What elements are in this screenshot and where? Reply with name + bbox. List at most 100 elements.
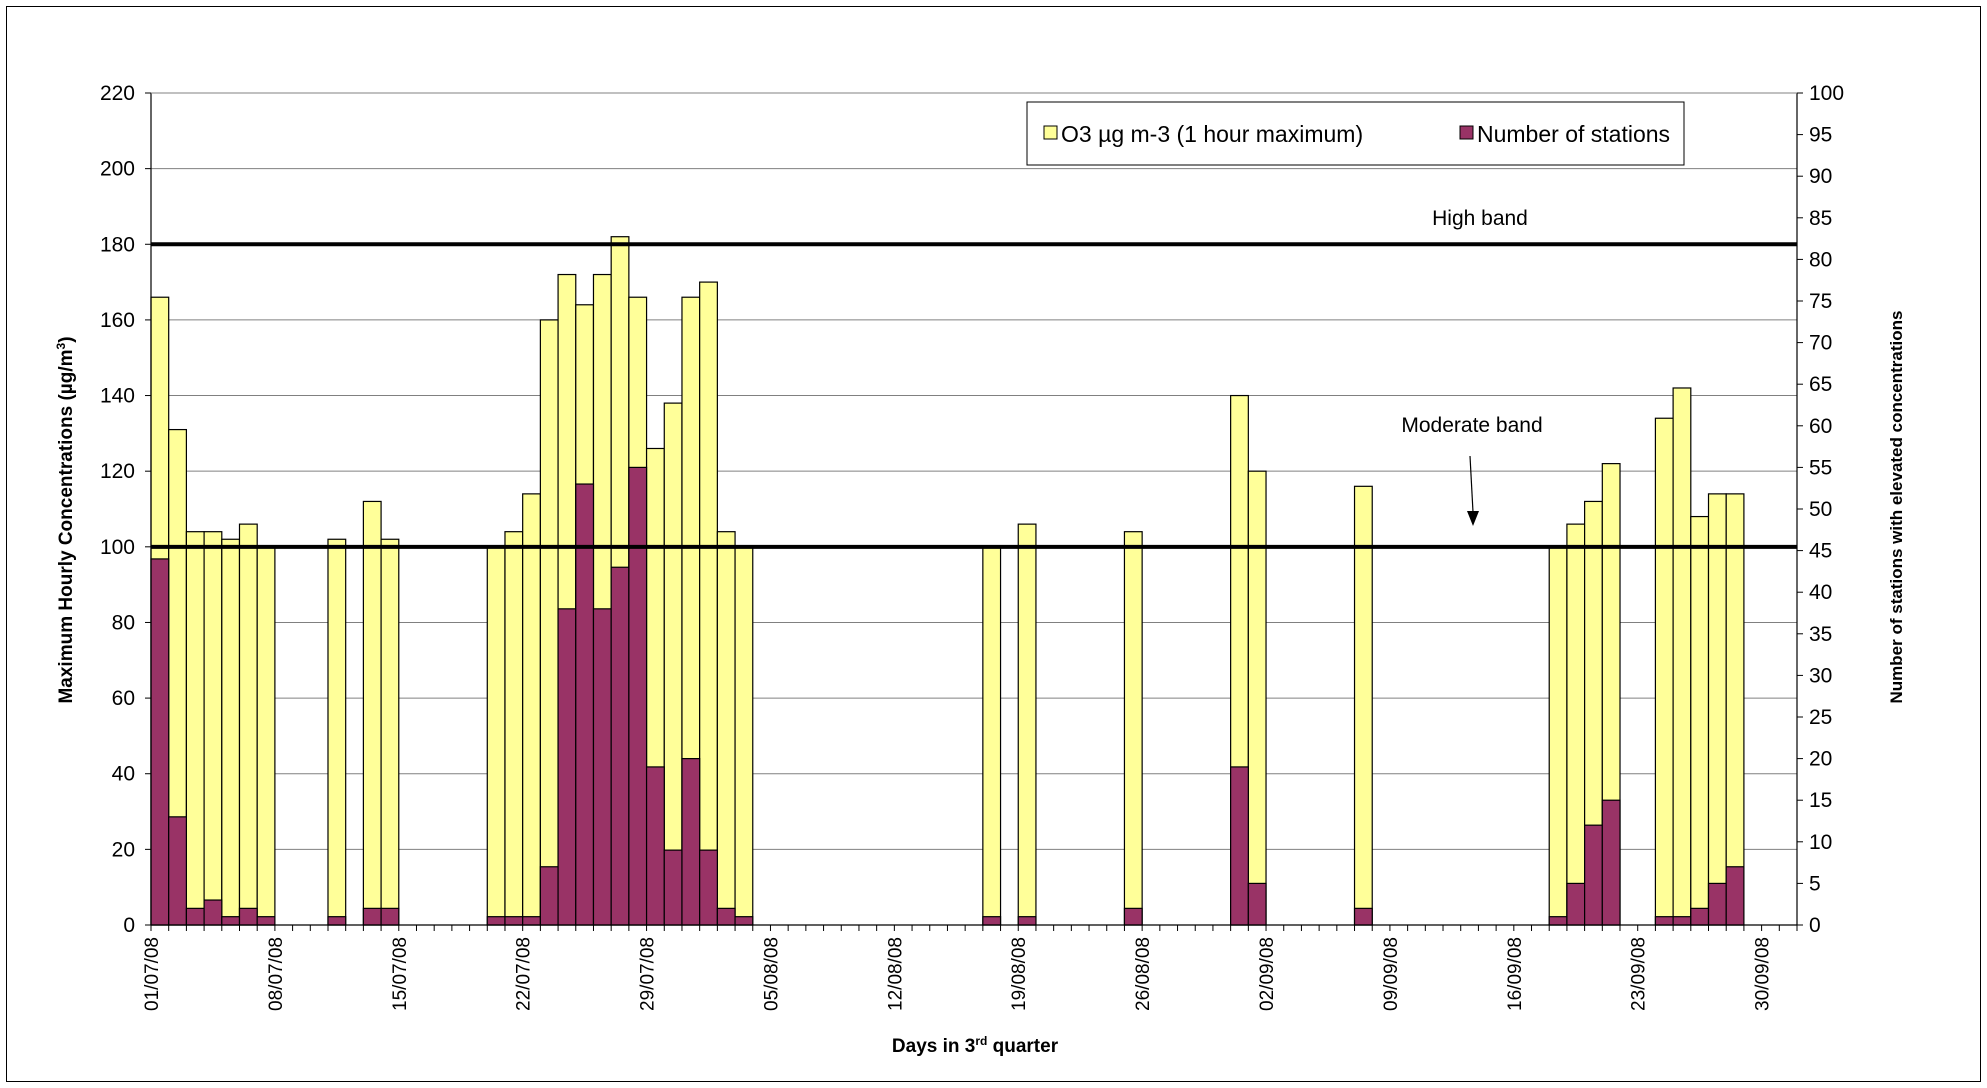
station-bar [1584, 824, 1603, 926]
station-bar [1707, 882, 1727, 926]
y-tick-label: 220 [100, 82, 135, 105]
station-bar [1123, 907, 1143, 926]
o3-bar [1566, 523, 1586, 926]
y-axis-title: Maximum Hourly Concentrations (µg/m3) [54, 336, 77, 703]
y2-tick-label: 50 [1809, 498, 1832, 521]
y-tick-label: 120 [100, 460, 135, 483]
station-bar [575, 483, 595, 926]
moderate-band-arrow [1467, 455, 1479, 526]
y2-tick-label: 85 [1809, 207, 1832, 230]
station-bar [168, 816, 187, 926]
legend-swatch-stations [1459, 125, 1474, 140]
o3-bar [734, 546, 754, 926]
station-bars [150, 466, 1745, 926]
reference-lines [151, 242, 1797, 549]
y2-tick-label: 100 [1809, 82, 1844, 105]
o3-bar [504, 531, 524, 926]
station-bar [1353, 907, 1373, 926]
o3-bar [1247, 470, 1267, 926]
x-tick-label: 08/07/08 [266, 937, 287, 1011]
station-bar [327, 916, 347, 926]
o3-bars [150, 236, 1745, 926]
o3-bar [362, 500, 382, 926]
o3-bar [982, 546, 1002, 926]
o3-bar [256, 546, 276, 926]
station-bar [592, 608, 612, 926]
x-axis-title: Days in 3rd quarter [892, 1034, 1059, 1057]
o3-bar [185, 531, 205, 926]
station-bar [1690, 907, 1710, 926]
station-bar [1230, 766, 1249, 926]
x-tick-label: 30/09/08 [1753, 937, 1774, 1011]
o3-bar [522, 493, 541, 926]
y2-tick-label: 0 [1809, 914, 1821, 937]
o3-bar [716, 531, 736, 926]
x-tick-label: 02/09/08 [1257, 937, 1278, 1011]
y-tick-label: 100 [100, 536, 135, 559]
legend-swatch-o3 [1043, 125, 1058, 140]
y2-tick-label: 95 [1809, 124, 1832, 147]
y2-tick-label: 45 [1809, 540, 1832, 563]
y-tick-label: 40 [112, 763, 135, 786]
station-bar [699, 849, 718, 926]
o3-bar [221, 538, 241, 926]
axes: 0 20 40 60 80 100 120 140 160 180 200 220 0 5 10 15 20 25… [100, 82, 1844, 1011]
station-bar [221, 916, 241, 926]
y-tick-label: 200 [100, 158, 135, 181]
y-tick-label: 80 [112, 611, 135, 634]
y-tick-label: 160 [100, 309, 135, 332]
station-bar [362, 907, 382, 926]
y2-tick-label: 35 [1809, 623, 1832, 646]
station-bar [1017, 916, 1037, 926]
x-tick-label: 23/09/08 [1629, 937, 1650, 1011]
o3-bar [1672, 387, 1692, 926]
x-tick-label: 05/08/08 [761, 937, 782, 1011]
high-band-label: High band [1432, 207, 1528, 230]
station-bar [1725, 866, 1745, 926]
y2-tick-label: 40 [1809, 581, 1832, 604]
station-bar [1654, 916, 1674, 926]
o3-bar [663, 402, 683, 926]
o3-bar [1725, 493, 1745, 926]
x-tick-label: 29/07/08 [638, 937, 659, 1011]
y2-tick-label: 60 [1809, 415, 1832, 438]
o3-bar [1548, 546, 1568, 926]
y2-tick-label: 80 [1809, 248, 1832, 271]
station-bar [1672, 916, 1692, 926]
y2-tick-label: 75 [1809, 290, 1832, 313]
y-tick-label: 20 [112, 838, 135, 861]
station-bar [645, 766, 665, 926]
y2-tick-label: 70 [1809, 332, 1832, 355]
station-bar [716, 907, 736, 926]
station-bar [1548, 916, 1568, 926]
moderate-band-label: Moderate band [1401, 414, 1542, 437]
y2-tick-label: 90 [1809, 165, 1832, 188]
station-bar [734, 916, 754, 926]
station-bar [256, 916, 276, 926]
o3-bar [1123, 531, 1143, 926]
o3-bar [203, 531, 223, 926]
x-tick-label: 26/08/08 [1133, 937, 1154, 1011]
station-bar [1247, 882, 1267, 926]
y-tick-label: 140 [100, 385, 135, 408]
o3-bar [327, 538, 347, 926]
o3-bar [238, 523, 258, 926]
y-axis-title-superscript: 3 [54, 342, 68, 349]
x-tick-label: 09/09/08 [1381, 937, 1402, 1011]
station-bar [150, 558, 170, 926]
station-bar [185, 907, 205, 926]
station-bar [1601, 799, 1621, 926]
y-tick-label: 180 [100, 233, 135, 256]
station-bar [380, 907, 400, 926]
x-tick-label: 01/07/08 [142, 937, 163, 1011]
y2-tick-label: 10 [1809, 831, 1832, 854]
y2-tick-label: 25 [1809, 706, 1832, 729]
x-axis-title-superscript: rd [975, 1034, 987, 1048]
station-bar [238, 907, 258, 926]
y2-tick-label: 65 [1809, 373, 1832, 396]
station-bar [982, 916, 1002, 926]
station-bar [486, 916, 506, 926]
station-bar [504, 916, 524, 926]
x-tick-label: 15/07/08 [390, 937, 411, 1011]
o3-bar [486, 546, 506, 926]
